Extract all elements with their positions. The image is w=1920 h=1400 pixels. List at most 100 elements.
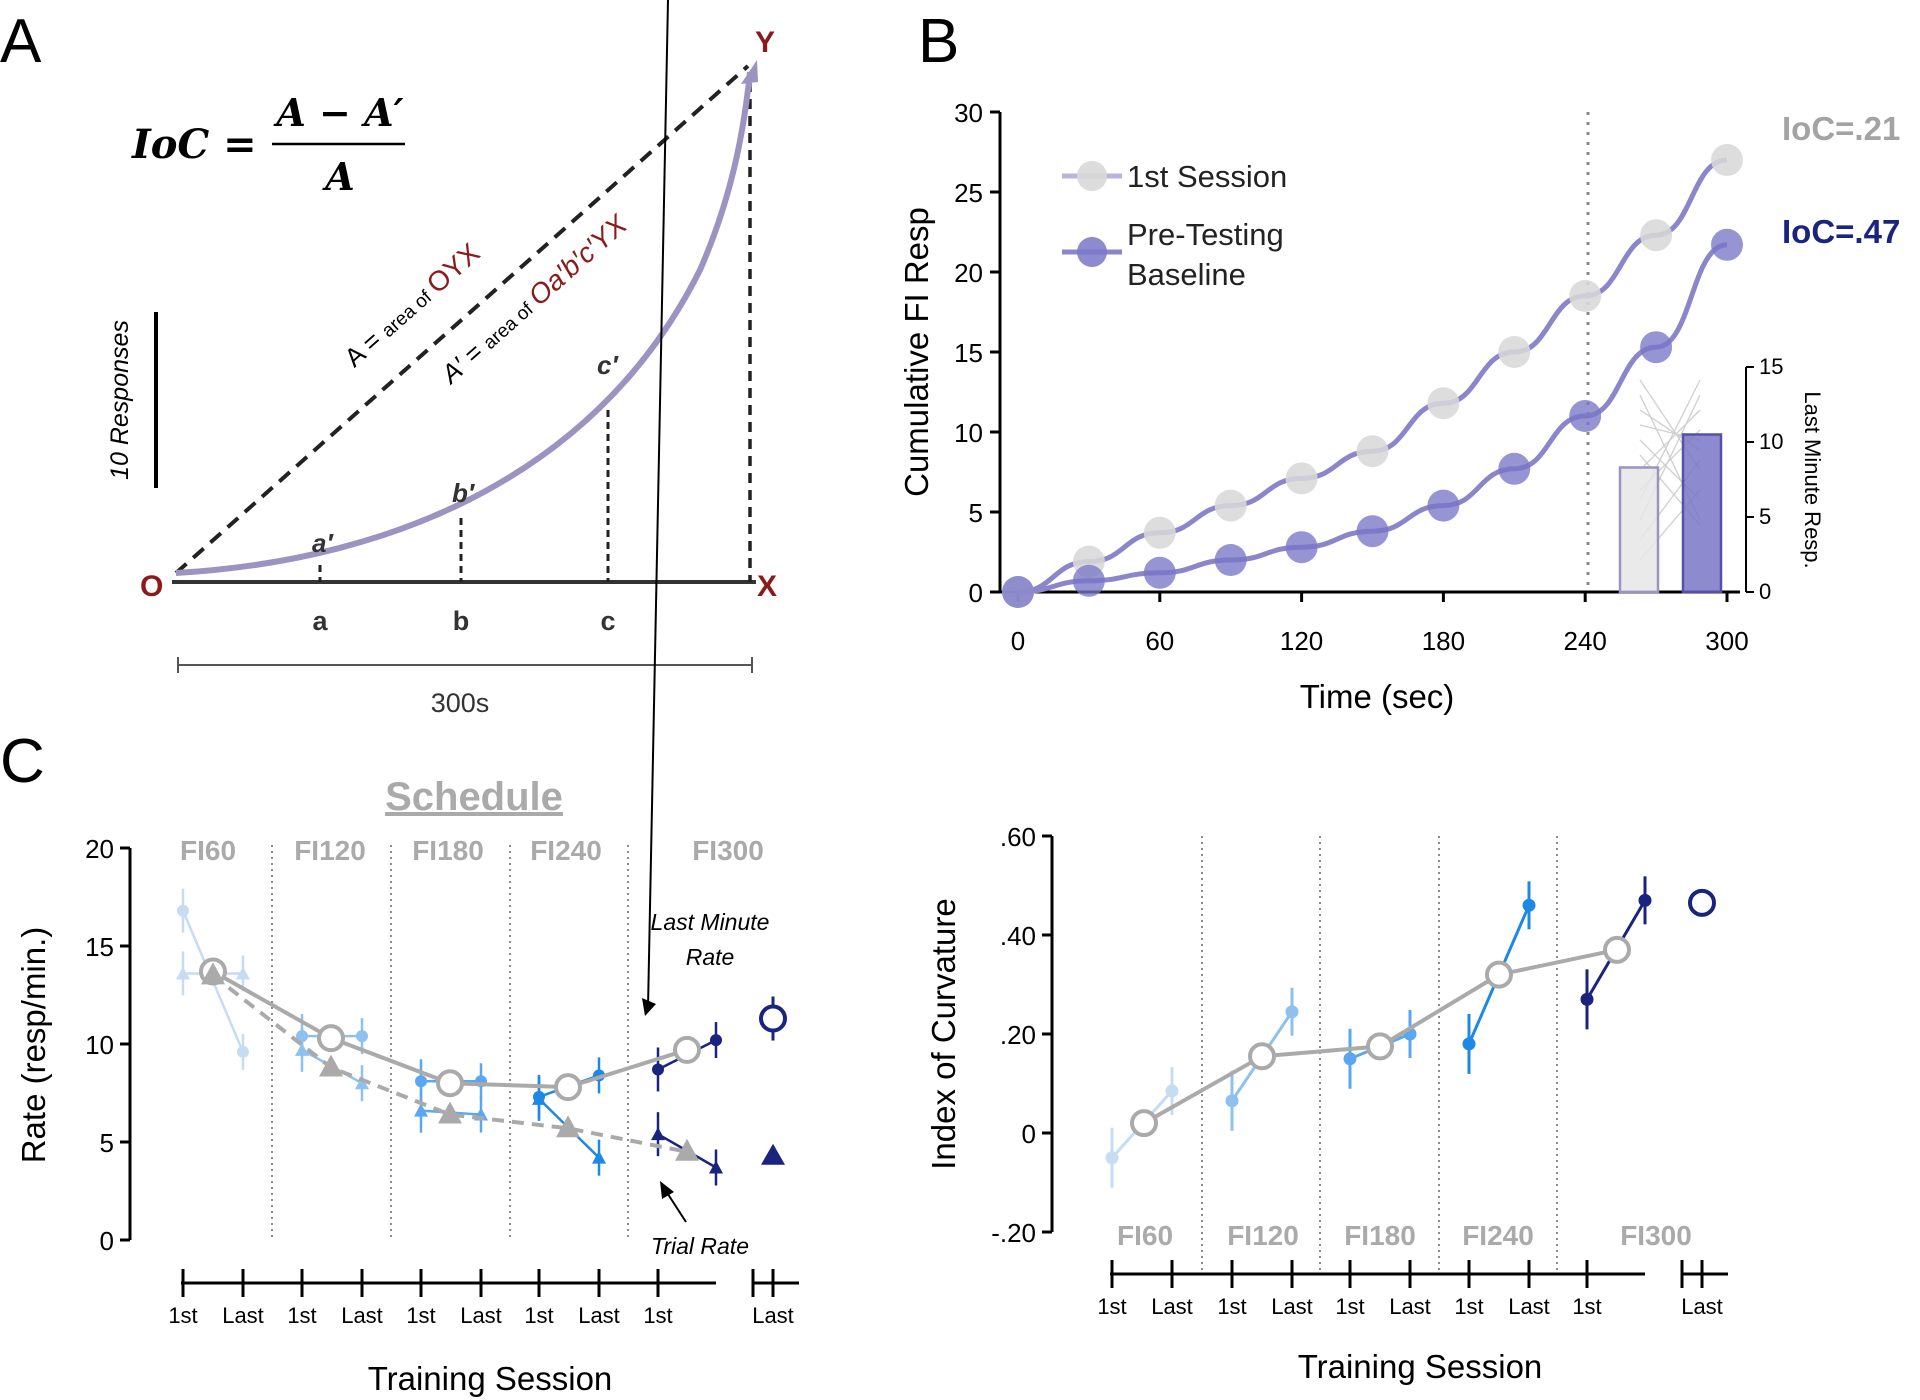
panel-b-x-ticks: 0 60 120 180 240 300 [1011,592,1749,656]
data-point [1569,400,1602,432]
data-point [1002,576,1034,608]
annotation-last-minute-1: Last Minute [651,909,770,935]
panel-b-letter: B [918,7,959,76]
annotation-arrowhead-last-minute [642,998,656,1016]
last-minute-mean-point [317,1024,345,1053]
trial_rate-point [236,966,250,980]
session-tick-label: Last [460,1303,502,1328]
y-tick-label: 5 [969,498,983,528]
data-point [1711,144,1743,176]
scale-bar-label: 10 Responses [106,320,134,480]
point-y: Y [755,26,775,59]
first-session-line [1017,157,1728,595]
data-point [1143,516,1176,549]
data-point [1640,219,1673,252]
last_minute_rate-point [415,1075,427,1088]
y-tick-label: .60 [1000,822,1036,852]
c-left-x-title: Training Session [368,1360,613,1397]
panel-a-letter: A [0,7,42,76]
annotation-trial-rate: Trial Rate [651,1233,749,1259]
ioc-formula-lhs: IoC = [131,121,257,168]
c-right-schedule-labels: FI60 FI120 FI180 FI240 FI300 [1117,1220,1692,1251]
ioc-point [1638,893,1652,907]
duration-label: 300s [431,688,490,718]
panel-b-y-ticks: 0 5 10 15 20 25 30 [954,98,1000,608]
y-tick-label: 10 [85,1030,114,1060]
y-tick-label: 25 [954,178,983,208]
y-tick-label: -.20 [991,1218,1036,1248]
panel-b: B 0 5 10 15 20 25 30 0 60 120 180 240 300 Cumulativ… [898,7,1900,715]
schedule-label: FI240 [530,835,602,866]
test-last-minute-point [759,1004,787,1033]
ioc-mean-point [1485,960,1513,989]
ioc-point [1580,992,1594,1006]
legend-marker-baseline [1077,237,1107,267]
data-point [1569,280,1602,312]
y-tick-label: 10 [954,418,983,448]
annotation-arrow-last-minute [647,0,669,1009]
y-tick-label: .20 [1000,1020,1036,1050]
schedule-label: FI60 [1117,1220,1173,1251]
session-tick-label: Last [1508,1294,1550,1319]
inset-y-ticks: 0 5 10 15 [1746,354,1783,604]
session-tick-label: Last [578,1303,620,1328]
c-right-x-title: Training Session [1298,1348,1543,1385]
c-right-series [1105,876,1716,1188]
data-point [1498,336,1531,368]
x-tick-label: 240 [1564,626,1607,656]
inset-tick-label: 5 [1759,504,1771,529]
x-tick-label: 180 [1422,626,1465,656]
session-tick-label: 1st [168,1303,197,1328]
ioc-point [1522,898,1536,912]
inset-y-title: Last Minute Resp. [1800,391,1825,568]
panel-b-x-title: Time (sec) [1300,678,1455,715]
schedule-label: FI300 [1620,1220,1692,1251]
panel-c-letter: C [0,727,45,796]
trial_rate-point [176,966,190,980]
def-a-area: area of [378,286,437,341]
inset-tick-label: 0 [1759,579,1771,604]
point-o: O [140,570,163,603]
c-left-y-ticks: 0 5 10 15 20 [85,834,130,1256]
last_minute_rate-point [710,1034,722,1047]
y-tick-label: 15 [85,932,114,962]
data-point [1427,387,1460,420]
y-tick-label: 20 [85,834,114,864]
label-a-prime: a′ [312,528,334,558]
legend-first-session: 1st Session [1127,159,1287,194]
inset-chart: 0 5 10 15 Last Minute Resp. [1618,354,1825,604]
data-point [1285,531,1318,564]
y-tick-label: 5 [100,1128,114,1158]
inset-tick-label: 15 [1759,354,1783,379]
last-minute-mean-point [436,1069,464,1098]
ioc-point [1285,1005,1299,1019]
ioc-label-first: IoC=.21 [1782,110,1900,147]
ioc-point [1462,1037,1476,1051]
ioc-point [1105,1151,1119,1165]
schedule-label: FI60 [180,835,236,866]
data-point [1640,331,1673,364]
last-minute-mean-point [554,1073,582,1102]
x-tick-label: 300 [1705,626,1748,656]
c-left-x-axis: 1st Last 1st Last 1st Last 1st Last 1st Last [168,1269,799,1328]
trial-rate-mean-point [438,1101,462,1124]
panel-b-legend: 1st Session Pre-Testing Baseline [1062,159,1287,292]
c-right-x-axis: 1st Last 1st Last 1st Last 1st Last 1st Last [1097,1260,1728,1319]
last_minute_rate-point [652,1063,664,1076]
cumulative-curve [175,71,753,576]
test-trial-rate-point [761,1143,785,1165]
data-point [1285,462,1318,495]
y-tick-label: 0 [100,1226,114,1256]
ioc-mean-point [1603,935,1631,964]
last_minute_rate-point [177,904,189,917]
session-tick-label: 1st [524,1303,553,1328]
x-tick-label: 120 [1280,626,1323,656]
session-tick-label: 1st [1097,1294,1126,1319]
data-point [1356,435,1389,468]
session-tick-label: 1st [1454,1294,1483,1319]
def-a2-area: area of [479,299,538,354]
session-tick-label: 1st [643,1303,672,1328]
panel-c-left: Schedule 0 5 10 15 20 FI60 FI120 FI180 FI240 FI3… [15,0,799,1397]
ioc-mean-point [1130,1109,1158,1138]
